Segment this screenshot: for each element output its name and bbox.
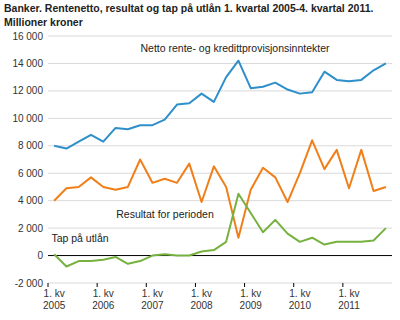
- chart: Banker. Rentenetto, resultat og tap på u…: [0, 0, 400, 320]
- x-tick-label: 1. kv2010: [289, 288, 312, 311]
- y-tick-label: 12 000: [12, 85, 43, 96]
- x-tick: [146, 283, 147, 287]
- series-label: Resultat for perioden: [116, 208, 214, 220]
- x-tick: [342, 283, 343, 287]
- x-tick-label: 1. kv2005: [43, 288, 66, 311]
- grid-line: [48, 63, 392, 64]
- x-tick: [293, 283, 294, 287]
- grid-line: [48, 118, 392, 119]
- series-label: Netto rente- og kredittprovisjonsinntekt…: [140, 42, 330, 54]
- series-line: [54, 194, 386, 267]
- y-axis-label: Millioner kroner: [4, 16, 83, 28]
- grid-line: [48, 255, 392, 256]
- y-tick-label: -2 000: [15, 278, 44, 289]
- y-tick-label: 14 000: [12, 58, 43, 69]
- y-tick-label: 0: [37, 250, 43, 261]
- series-label: Tap på utlån: [51, 232, 108, 244]
- grid-line: [48, 36, 392, 37]
- x-tick-label: 1. kv2007: [141, 288, 164, 311]
- y-tick-label: 16 000: [12, 31, 43, 42]
- y-tick-label: 10 000: [12, 113, 43, 124]
- grid-line: [48, 228, 392, 229]
- x-tick: [97, 283, 98, 287]
- y-tick-label: 6 000: [18, 168, 43, 179]
- x-tick: [48, 283, 49, 287]
- grid-line: [48, 283, 392, 284]
- x-tick-label: 1. kv2011: [338, 288, 360, 311]
- series-line: [54, 140, 386, 237]
- series-line: [54, 61, 386, 149]
- y-tick-label: 8 000: [18, 140, 43, 151]
- x-tick-label: 1. kv2008: [190, 288, 213, 311]
- grid-line: [48, 200, 392, 201]
- y-tick-label: 2 000: [18, 223, 43, 234]
- grid-line: [48, 173, 392, 174]
- x-tick: [244, 283, 245, 287]
- title: Banker. Rentenetto, resultat og tap på u…: [4, 2, 373, 14]
- x-tick: [195, 283, 196, 287]
- x-tick-label: 1. kv2006: [92, 288, 115, 311]
- y-tick-label: 4 000: [18, 195, 43, 206]
- x-tick-label: 1. kv2009: [240, 288, 263, 311]
- grid-line: [48, 145, 392, 146]
